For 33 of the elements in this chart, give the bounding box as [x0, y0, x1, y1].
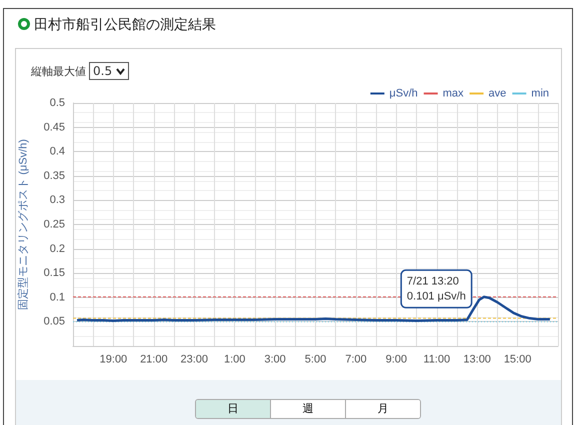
y-tick-label: 0.35 — [44, 170, 65, 182]
text: 日 — [196, 400, 270, 418]
y-axis-title: 固定型モニタリングポスト (μSv/h) — [16, 139, 30, 310]
x-tick-label: 5:00 — [304, 354, 326, 366]
text: 週 — [270, 400, 345, 418]
legend-label: μSv/h — [389, 88, 418, 100]
x-tick-label: 23:00 — [180, 354, 208, 366]
x-tick-label: 13:00 — [463, 354, 491, 366]
y-tick-label: 0.05 — [44, 316, 65, 328]
y-tick-label: 0.2 — [50, 242, 65, 255]
y-tick-label: 0.3 — [50, 194, 65, 206]
chart-title: 田村市船引公民館の測定結果 — [34, 16, 216, 34]
x-tick-label: 19:00 — [100, 354, 128, 366]
legend-label: max — [442, 88, 464, 100]
x-tick-label: 9:00 — [386, 354, 408, 366]
y-tick-label: 0.45 — [44, 121, 65, 134]
x-tick-label: 7:00 — [345, 354, 367, 366]
y-tick-label: 0.4 — [50, 146, 65, 158]
y-tick-label: 0.25 — [44, 218, 65, 230]
y-tick-label: 0.1 — [50, 291, 65, 304]
legend-label: min — [531, 88, 550, 100]
x-tick-label: 15:00 — [504, 354, 532, 366]
y-tick-label: 0.15 — [44, 267, 65, 280]
legend-label: ave — [488, 88, 506, 100]
x-tick-label: 11:00 — [423, 354, 450, 366]
annotation: 7/21 13:20 0.101 μSv/h — [406, 275, 466, 302]
x-tick-label: 3:00 — [264, 354, 286, 366]
y-tick-label: 0.5 — [50, 97, 65, 109]
x-tick-label: 21:00 — [140, 354, 168, 366]
text: 月 — [345, 400, 420, 418]
text: 縦軸最大値 — [31, 65, 86, 78]
x-tick-label: 1:00 — [224, 354, 246, 366]
dropdown-field: 0.5 — [89, 62, 129, 80]
